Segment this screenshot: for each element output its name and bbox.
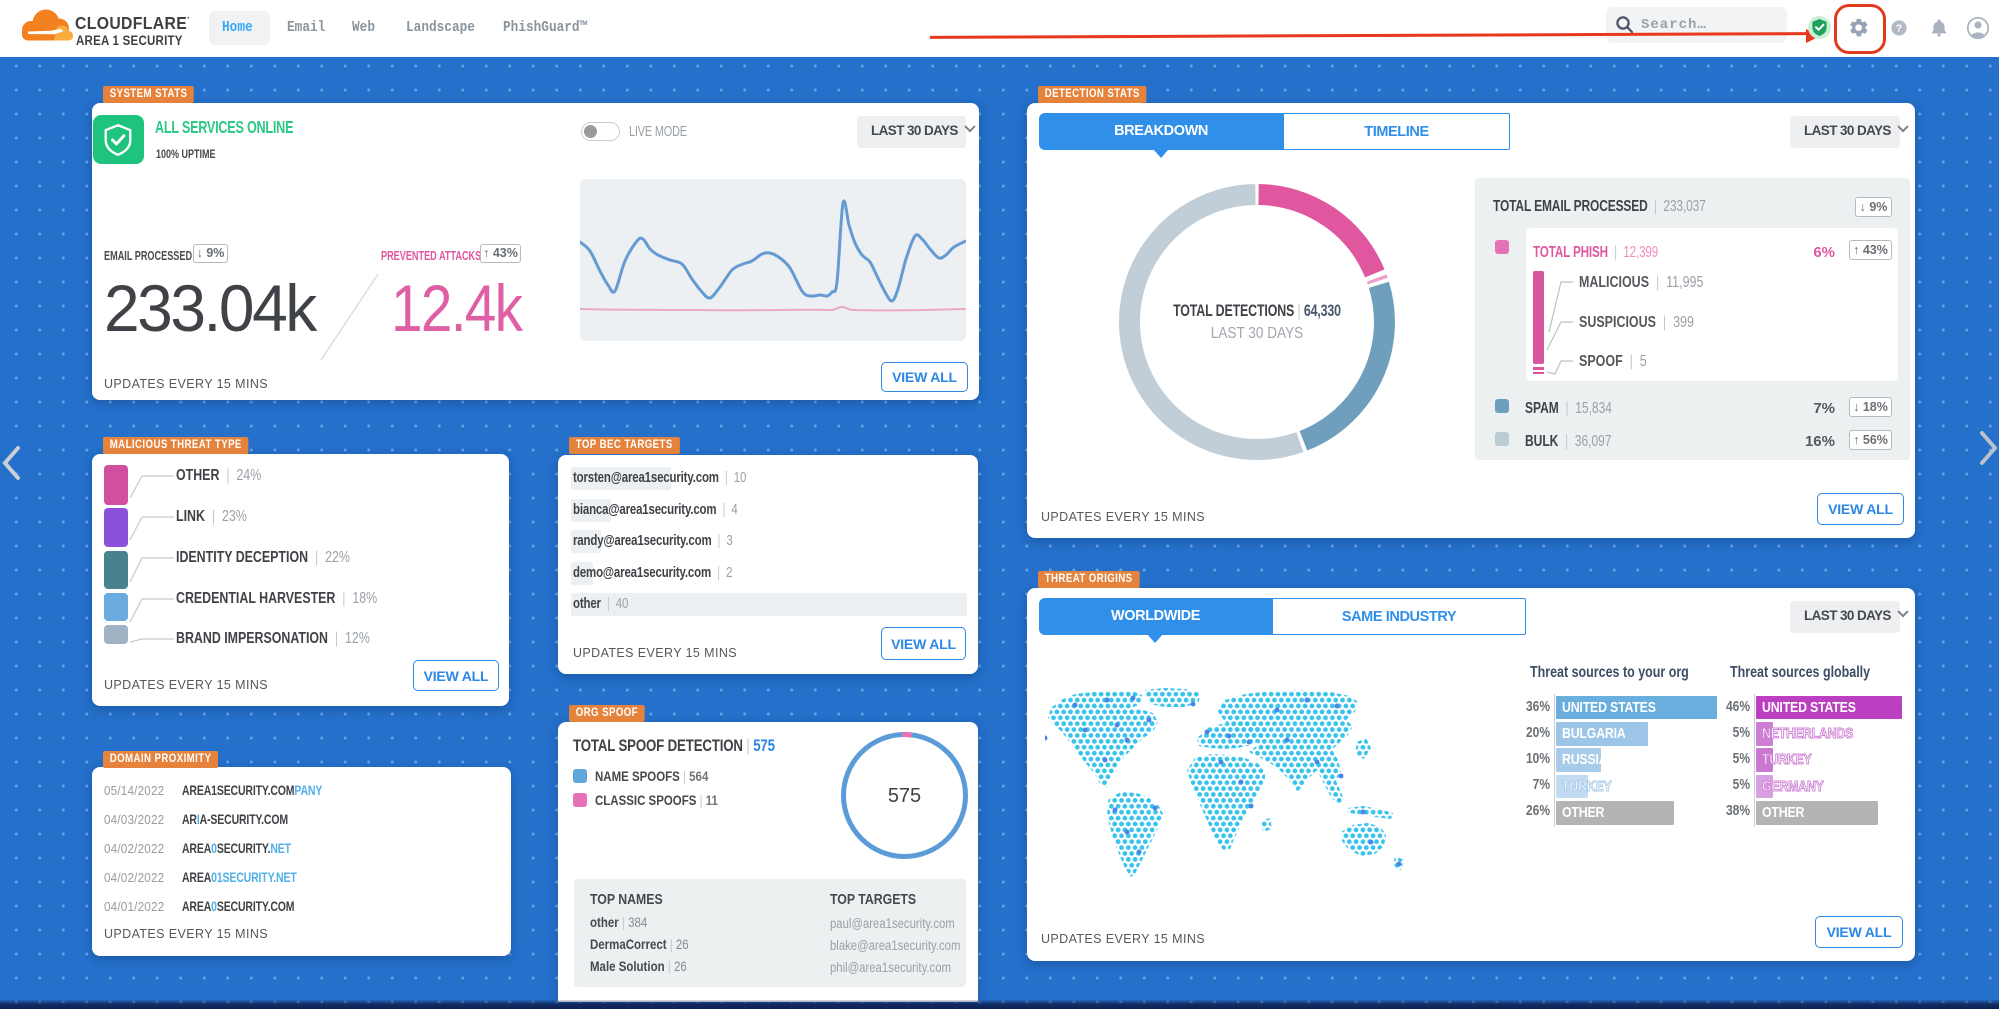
svg-text:?: ? <box>1896 23 1902 35</box>
svg-text:575: 575 <box>888 785 921 807</box>
